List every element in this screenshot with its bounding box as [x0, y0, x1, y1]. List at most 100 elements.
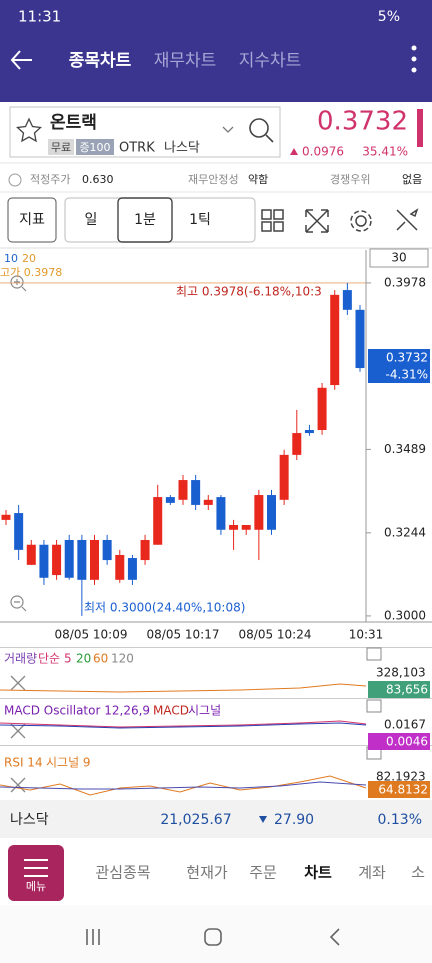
- status-battery: 5%: [378, 9, 400, 25]
- candle-body: [304, 430, 314, 434]
- system-nav: [0, 905, 432, 963]
- panel-sep: [0, 698, 432, 699]
- stock-change: 0.0976: [302, 145, 344, 159]
- header-bg: [0, 0, 432, 102]
- nav-bar: [0, 838, 432, 905]
- candle-body: [229, 525, 239, 530]
- volume-title: 5: [64, 652, 72, 666]
- candle-body: [127, 558, 137, 580]
- count-box[interactable]: [369, 248, 429, 268]
- stock-tag-bg: [76, 139, 114, 155]
- nav-item[interactable]: 계좌: [358, 864, 386, 882]
- nav-item[interactable]: 소: [411, 864, 425, 882]
- stock-change-pct: 35.41%: [362, 145, 408, 159]
- more-menu[interactable]: [411, 45, 417, 73]
- volume-max: 328,103: [376, 666, 426, 680]
- candle-body: [39, 544, 49, 578]
- candle-body: [90, 539, 99, 580]
- indicator-button[interactable]: [7, 197, 57, 243]
- toolbar-button[interactable]: 1분: [134, 212, 156, 228]
- help-icon[interactable]: [8, 173, 22, 187]
- high-note: 최고 0.3978(-6.18%,10:3: [176, 285, 322, 299]
- price-bar: [417, 109, 423, 147]
- x-label: 10:31: [349, 628, 384, 642]
- y-tick-label: 0.3978: [384, 275, 426, 289]
- legend-ma20: 20: [22, 252, 36, 265]
- toolbar-button[interactable]: 1틱: [189, 212, 211, 228]
- candle-body: [102, 539, 112, 561]
- macd-current: 0.0046: [386, 735, 428, 749]
- y-tick-label: 0.3000: [384, 608, 426, 622]
- info-value: 0.630: [82, 173, 114, 186]
- y-tick-label: 0.3244: [384, 525, 426, 539]
- panel-close-icons[interactable]: [10, 675, 26, 793]
- info-label: 재무안정성: [188, 173, 239, 186]
- candle-body: [267, 495, 276, 530]
- stock-price: 0.3732: [317, 107, 408, 137]
- candle-body: [26, 544, 36, 565]
- rsi-current: 64.8132: [378, 783, 428, 797]
- header-tab[interactable]: 재무차트: [154, 51, 217, 71]
- menu-label[interactable]: 메뉴: [26, 880, 46, 893]
- toolbar-button[interactable]: 지표: [19, 212, 45, 228]
- stock-tag-bg: [48, 139, 74, 155]
- index-change-pct: 0.13%: [378, 812, 422, 828]
- volume-title: 단순: [38, 652, 60, 666]
- header-tab[interactable]: 종목차트: [69, 51, 132, 71]
- back-button[interactable]: [10, 50, 32, 70]
- candle-body: [1, 514, 11, 520]
- nav-item[interactable]: 주문: [249, 864, 277, 882]
- candle-body: [165, 497, 175, 503]
- toolbar-button[interactable]: 일: [85, 212, 98, 228]
- candle-body: [241, 525, 251, 530]
- stock-tag: 증100: [79, 141, 110, 154]
- candle-body: [317, 387, 327, 431]
- count-value[interactable]: 30: [391, 251, 406, 265]
- price-tag-pct: -4.31%: [386, 368, 428, 382]
- nav-item[interactable]: 현재가: [186, 864, 228, 882]
- menu-button[interactable]: [8, 845, 64, 901]
- volume-title: 거래량: [4, 652, 37, 666]
- search-icon[interactable]: [249, 118, 274, 143]
- toolbar-icons[interactable]: [261, 208, 419, 233]
- candle-body: [14, 513, 24, 550]
- info-label: 경쟁우위: [330, 173, 370, 186]
- rsi-tag-bg: [368, 781, 430, 798]
- volume-title: 120: [111, 652, 134, 666]
- indicator-lines: [0, 683, 367, 796]
- candle-body: [178, 480, 188, 500]
- menu-lines: [24, 859, 48, 877]
- candle-body: [342, 290, 352, 310]
- down-arrow: [259, 816, 267, 823]
- favorite-star[interactable]: [16, 117, 42, 143]
- index-bar: [0, 800, 432, 838]
- dropdown-chevron[interactable]: [222, 126, 234, 133]
- system-nav-buttons[interactable]: [86, 928, 340, 946]
- info-value: 약함: [248, 172, 268, 186]
- info-label: 적정주가: [30, 173, 70, 186]
- legend-ma10: 10: [4, 252, 18, 265]
- panel-sep: [0, 745, 432, 746]
- x-label: 08/05 10:17: [147, 628, 220, 642]
- candle-body: [254, 495, 264, 530]
- rsi-max: 82.1923: [376, 770, 426, 784]
- macd-title: MACD: [153, 704, 189, 718]
- candle-body: [115, 554, 125, 580]
- volume-title: 60: [93, 652, 108, 666]
- stock-name: 온트랙: [50, 113, 97, 133]
- candle-body: [279, 454, 289, 500]
- nav-item[interactable]: 차트: [304, 864, 332, 882]
- period-selected[interactable]: [117, 197, 173, 243]
- stock-ticker: OTRK: [119, 141, 155, 156]
- zoom-icons[interactable]: [10, 275, 27, 612]
- nav-item[interactable]: 관심종목: [95, 864, 150, 882]
- header-tab[interactable]: 지수차트: [239, 51, 302, 71]
- stock-tag: 무료: [51, 141, 71, 154]
- price-tag: 0.3732: [386, 351, 428, 365]
- candle-body: [191, 480, 201, 505]
- y-tick-label: 0.3489: [384, 442, 426, 456]
- index-value: 21,025.67: [160, 812, 231, 828]
